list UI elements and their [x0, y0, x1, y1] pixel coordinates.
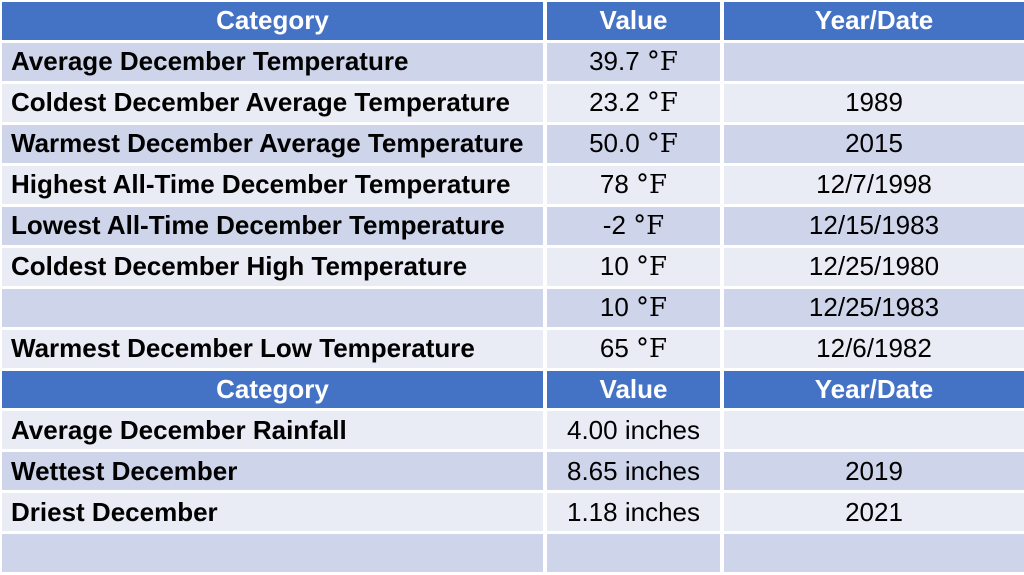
category-cell: Wettest December [2, 450, 547, 493]
fahrenheit-unit: °F [636, 293, 668, 323]
column-header-category: Category [2, 2, 547, 43]
year-date-cell: 2019 [722, 450, 1024, 493]
value-cell: 10 °F [545, 287, 724, 330]
fahrenheit-unit: °F [633, 211, 665, 241]
value-cell: -2 °F [545, 205, 724, 248]
value-cell: 8.65 inches [545, 450, 724, 493]
column-header-year-date: Year/Date [722, 2, 1024, 43]
column-header-year-date: Year/Date [722, 370, 1024, 411]
temperature-stats-table: Category Value Year/Date Average Decembe… [2, 2, 1024, 371]
category-cell: Coldest December Average Temperature [2, 82, 547, 125]
value-cell: 1.18 inches [545, 491, 724, 534]
table-row: 10 °F 12/25/1983 [2, 287, 1024, 330]
table-header-row: Category Value Year/Date [2, 2, 1024, 43]
year-date-cell: 12/6/1982 [722, 328, 1024, 371]
column-header-value: Value [545, 2, 724, 43]
table-row: Average December Temperature 39.7 °F [2, 41, 1024, 84]
category-cell [2, 287, 547, 330]
year-date-cell: 12/15/1983 [722, 205, 1024, 248]
category-cell: Average December Temperature [2, 41, 547, 84]
category-cell: Warmest December Average Temperature [2, 123, 547, 166]
table-row: Warmest December Low Temperature 65 °F 1… [2, 328, 1024, 371]
value-cell [545, 532, 724, 575]
table-row: Coldest December Average Temperature 23.… [2, 82, 1024, 125]
value-cell: 4.00 inches [545, 409, 724, 452]
table-header-row: Category Value Year/Date [2, 370, 1024, 411]
year-date-cell [722, 41, 1024, 84]
value-cell: 65 °F [545, 328, 724, 371]
category-cell: Coldest December High Temperature [2, 246, 547, 289]
category-cell: Highest All-Time December Temperature [2, 164, 547, 207]
table-row: Lowest All-Time December Temperature -2 … [2, 205, 1024, 248]
category-cell: Average December Rainfall [2, 409, 547, 452]
year-date-cell [722, 409, 1024, 452]
year-date-cell: 2015 [722, 123, 1024, 166]
value-cell: 10 °F [545, 246, 724, 289]
year-date-cell: 12/25/1983 [722, 287, 1024, 330]
fahrenheit-unit: °F [636, 170, 668, 200]
category-cell: Warmest December Low Temperature [2, 328, 547, 371]
year-date-cell: 1989 [722, 82, 1024, 125]
fahrenheit-unit: °F [646, 129, 678, 159]
category-cell [2, 532, 547, 575]
table-row: Highest All-Time December Temperature 78… [2, 164, 1024, 207]
value-cell: 50.0 °F [545, 123, 724, 166]
table-row: Wettest December 8.65 inches 2019 [2, 450, 1024, 493]
column-header-value: Value [545, 370, 724, 411]
value-cell: 23.2 °F [545, 82, 724, 125]
fahrenheit-unit: °F [646, 88, 678, 118]
year-date-cell: 2021 [722, 491, 1024, 534]
column-header-category: Category [2, 370, 547, 411]
category-cell: Driest December [2, 491, 547, 534]
rainfall-stats-table: Category Value Year/Date Average Decembe… [2, 370, 1024, 575]
fahrenheit-unit: °F [636, 252, 668, 282]
year-date-cell: 12/25/1980 [722, 246, 1024, 289]
table-row: Coldest December High Temperature 10 °F … [2, 246, 1024, 289]
value-cell: 39.7 °F [545, 41, 724, 84]
table-row: Warmest December Average Temperature 50.… [2, 123, 1024, 166]
value-cell: 78 °F [545, 164, 724, 207]
year-date-cell [722, 532, 1024, 575]
table-row-partial [2, 532, 1024, 575]
fahrenheit-unit: °F [636, 334, 668, 364]
table-row: Average December Rainfall 4.00 inches [2, 409, 1024, 452]
table-row: Driest December 1.18 inches 2021 [2, 491, 1024, 534]
year-date-cell: 12/7/1998 [722, 164, 1024, 207]
fahrenheit-unit: °F [646, 47, 678, 77]
category-cell: Lowest All-Time December Temperature [2, 205, 547, 248]
